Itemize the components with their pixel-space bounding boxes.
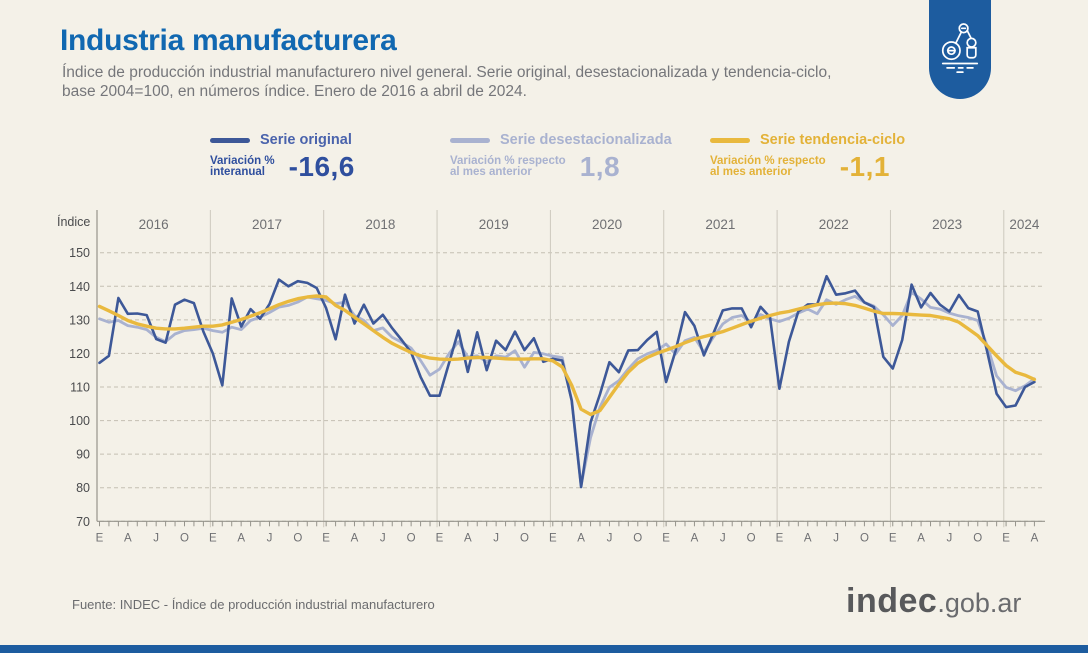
page-subtitle: Índice de producción industrial manufact… [62,63,892,101]
month-label: E [662,532,670,544]
month-label: A [1031,532,1039,544]
month-label: E [889,532,897,544]
ytick-label: 130 [69,313,90,327]
stat-value-desestacionalizada: 1,8 [579,151,621,182]
legend-item-tendencia: Serie tendencia-ciclo Variación % respec… [710,132,906,183]
month-label: A [577,532,585,544]
month-label: O [293,532,302,544]
year-label: 2024 [1009,217,1040,232]
year-label: 2021 [705,217,735,232]
ytick-label: 100 [69,414,90,428]
stat-caption-desestacionalizada: Variación % respecto al mes anterior [450,154,566,178]
year-label: 2019 [479,217,509,232]
month-label: A [237,532,245,544]
ytick-label: 110 [70,381,90,395]
stat-value-original: -16,6 [288,151,355,182]
legend-swatch-desestacionalizada [450,137,490,143]
bottom-accent-bar [0,645,1088,653]
month-label: J [720,532,726,544]
month-label: O [407,532,416,544]
month-label: A [351,532,359,544]
stat-caption-original: Variación % interanual [210,154,275,178]
source-note: Fuente: INDEC - Índice de producción ind… [72,597,435,612]
month-label: J [607,532,613,544]
month-label: O [633,532,642,544]
year-label: 2016 [139,217,169,232]
month-label: E [96,532,104,544]
year-label: 2023 [932,217,962,232]
series-line-serie-original [98,274,1036,489]
year-label: 2020 [592,217,622,232]
month-label: J [153,532,159,544]
legend-label-desestacionalizada: Serie desestacionalizada [500,132,672,148]
page-subtitle-line1: Índice de producción industrial manufact… [62,64,832,81]
month-label: E [1002,532,1010,544]
indec-wordmark-bold: indec [846,582,938,620]
stat-value-tendencia: -1,1 [839,151,890,182]
legend-item-desestacionalizada: Serie desestacionalizada Variación % res… [450,132,672,183]
month-label: J [267,532,273,544]
page-title: Industria manufacturera [60,24,397,57]
month-label: E [549,532,557,544]
legend-swatch-original [210,137,250,143]
month-label: A [124,532,132,544]
series-line-serie-tendencia-ciclo [97,294,1037,417]
indec-logo-badge [929,0,991,99]
legend-item-original: Serie original Variación % interanual -1… [210,132,355,183]
stat-caption-tendencia: Variación % respecto al mes anterior [710,154,826,178]
year-label: 2017 [252,217,282,232]
ytick-label: 120 [69,347,90,361]
legend-label-original: Serie original [260,132,352,148]
month-label: J [947,532,953,544]
month-label: A [917,532,925,544]
month-label: A [691,532,699,544]
ytick-label: 80 [76,481,90,495]
legend-label-tendencia: Serie tendencia-ciclo [760,132,906,148]
month-label: O [180,532,189,544]
month-label: E [209,532,217,544]
month-label: O [973,532,982,544]
month-label: A [804,532,812,544]
month-label: J [493,532,499,544]
month-label: E [322,532,330,544]
month-label: E [776,532,784,544]
indec-wordmark-domain: .gob.ar [937,588,1022,618]
page-subtitle-line2: base 2004=100, en números índice. Enero … [62,83,527,100]
month-label: O [860,532,869,544]
ytick-label: 150 [69,246,90,260]
month-label: A [464,532,472,544]
indec-wordmark: indec.gob.ar [846,582,1021,621]
month-label: O [520,532,529,544]
ytick-label: 90 [76,448,90,462]
year-label: 2018 [365,217,395,232]
ytick-label: 70 [76,515,90,529]
month-label: E [436,532,444,544]
legend-swatch-tendencia [710,137,750,143]
month-label: O [747,532,756,544]
y-axis-title: Índice [57,214,90,229]
year-label: 2022 [819,217,849,232]
month-label: J [380,532,386,544]
robot-arm-icon [937,16,983,83]
month-label: J [833,532,839,544]
ytick-label: 140 [69,280,90,294]
